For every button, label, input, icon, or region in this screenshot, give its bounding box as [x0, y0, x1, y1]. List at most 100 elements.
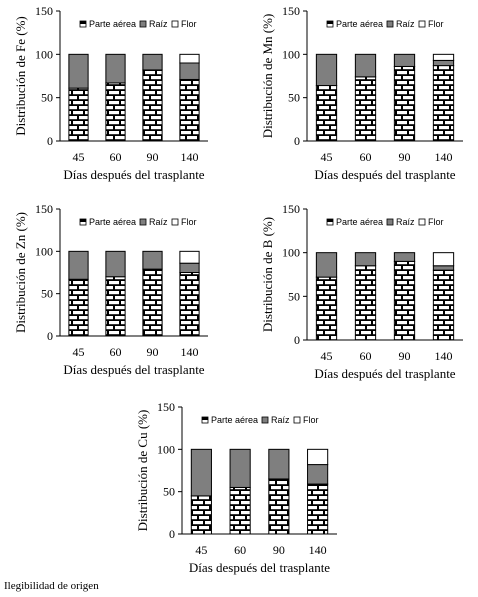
bar-segment-flor	[432, 252, 455, 267]
legend-swatch-raiz	[139, 20, 147, 28]
y-tick-label: 50	[41, 91, 53, 105]
legend-swatch-flor	[293, 416, 301, 424]
y-axis-label: Distribución de Cu (%)	[135, 410, 150, 532]
bar-segment-raiz	[105, 53, 126, 84]
legend: Parte aérea Raíz Flor	[201, 415, 319, 425]
bar-segment-parte-aerea	[190, 495, 212, 535]
bar-segment-raiz	[315, 252, 338, 278]
x-axis-label: Días después del trasplante	[63, 167, 204, 182]
bar-segment-parte-aerea	[315, 85, 338, 142]
bar-segment-parte-aerea	[229, 486, 251, 535]
legend-swatch-pattern	[80, 21, 86, 24]
y-tick-label: 100	[35, 244, 53, 258]
y-tick-label: 0	[169, 527, 175, 541]
bar-segment-raiz	[142, 53, 163, 71]
bar-segment-parte-aerea	[142, 69, 163, 142]
x-tick-label: 60	[234, 543, 246, 557]
bar-segment-raiz	[179, 62, 200, 80]
bar-segment-parte-aerea	[432, 65, 455, 142]
x-tick-label: 140	[181, 345, 199, 359]
chart-panel-1: 0 50 100 150 45 60 90 140 Días después del trasp…	[13, 4, 208, 182]
x-tick-label: 60	[110, 345, 122, 359]
y-tick-label: 150	[157, 400, 175, 414]
x-tick-label: 90	[147, 345, 159, 359]
bar-segment-raiz	[354, 53, 377, 78]
legend-label-flor: Flor	[428, 217, 444, 227]
bar-segment-raiz	[229, 448, 251, 488]
legend-label-flor: Flor	[181, 217, 197, 227]
y-tick-label: 0	[47, 134, 53, 148]
x-tick-label: 60	[360, 349, 372, 363]
bar-segment-raiz	[68, 250, 89, 280]
x-tick-label: 45	[321, 150, 333, 164]
bar-segment-raiz	[432, 59, 455, 67]
y-tick-label: 100	[282, 47, 300, 61]
x-tick-label: 140	[181, 150, 199, 164]
legend-label-flor: Flor	[428, 19, 444, 29]
y-axis-label: Distribución de Mn (%)	[260, 14, 275, 139]
legend-swatch-pattern	[327, 21, 333, 24]
bar-segment-raiz	[393, 252, 416, 262]
bar-segment-parte-aerea	[354, 76, 377, 142]
legend-swatch-flor	[418, 20, 426, 28]
x-axis-label: Días después del trasplante	[63, 362, 204, 377]
bar-segment-parte-aerea	[142, 268, 163, 337]
y-tick-label: 100	[157, 442, 175, 456]
bar-segment-parte-aerea	[179, 272, 200, 337]
x-tick-label: 45	[73, 345, 85, 359]
legend-swatch-pattern	[80, 219, 86, 222]
legend-label-parte-aerea: Parte aérea	[89, 217, 136, 227]
bar-segment-flor	[179, 250, 200, 264]
legend-label-raiz: Raíz	[271, 415, 290, 425]
legend-label-parte-aerea: Parte aérea	[89, 19, 136, 29]
y-tick-label: 50	[41, 287, 53, 301]
x-tick-label: 90	[399, 349, 411, 363]
chart-panel-3: 0 50 100 150 45 60 90 140 Días después del trasp…	[13, 202, 208, 377]
bar-segment-raiz	[179, 262, 200, 274]
legend-swatch-pattern	[202, 417, 208, 420]
legend-label-raiz: Raíz	[149, 19, 168, 29]
y-axis-label: Distribución de Fe (%)	[13, 16, 28, 136]
bar-segment-parte-aerea	[68, 278, 89, 337]
y-axis-label: Distribución de Zn (%)	[13, 212, 28, 333]
figure-canvas: 0 50 100 150 45 60 90 140 Días después del trasp…	[13, 4, 463, 575]
x-tick-label: 60	[360, 150, 372, 164]
x-tick-label: 90	[147, 150, 159, 164]
y-tick-label: 150	[35, 202, 53, 216]
y-tick-label: 150	[35, 4, 53, 18]
legend-label-parte-aerea: Parte aérea	[336, 19, 383, 29]
legend-label-flor: Flor	[303, 415, 319, 425]
chart-panel-2: 0 50 100 150 45 60 90 140 Días después del trasp…	[260, 4, 463, 182]
y-tick-label: 150	[282, 202, 300, 216]
bar-segment-parte-aerea	[393, 260, 416, 341]
bar-segment-parte-aerea	[179, 78, 200, 142]
legend-swatch-raiz	[386, 218, 394, 226]
x-tick-label: 140	[435, 150, 453, 164]
legend-swatch-flor	[418, 218, 426, 226]
bar-segment-parte-aerea	[393, 65, 416, 142]
y-tick-label: 0	[47, 329, 53, 343]
y-tick-label: 100	[282, 246, 300, 260]
y-tick-label: 150	[282, 4, 300, 18]
bar-segment-flor	[432, 53, 455, 61]
x-tick-label: 60	[110, 150, 122, 164]
bar-segment-raiz	[68, 53, 89, 89]
legend-swatch-flor	[171, 218, 179, 226]
chart-panel-5: 0 50 100 150 45 60 90 140 Días después del trasp…	[135, 400, 337, 575]
bar-segment-raiz	[268, 448, 290, 480]
legend-swatch-flor	[171, 20, 179, 28]
x-tick-label: 90	[273, 543, 285, 557]
bar-segment-parte-aerea	[354, 265, 377, 341]
x-axis-label: Días después del trasplante	[314, 167, 455, 182]
legend-swatch-raiz	[261, 416, 269, 424]
legend-label-flor: Flor	[181, 19, 197, 29]
legend-swatch-pattern	[327, 219, 333, 222]
x-tick-label: 140	[309, 543, 327, 557]
bar-segment-raiz	[190, 448, 212, 497]
bar-segment-parte-aerea	[105, 276, 126, 337]
footnote: Ilegibilidad de origen	[4, 580, 99, 592]
x-axis-label: Días después del trasplante	[314, 366, 455, 381]
bar-segment-flor	[179, 53, 200, 64]
y-tick-label: 100	[35, 47, 53, 61]
